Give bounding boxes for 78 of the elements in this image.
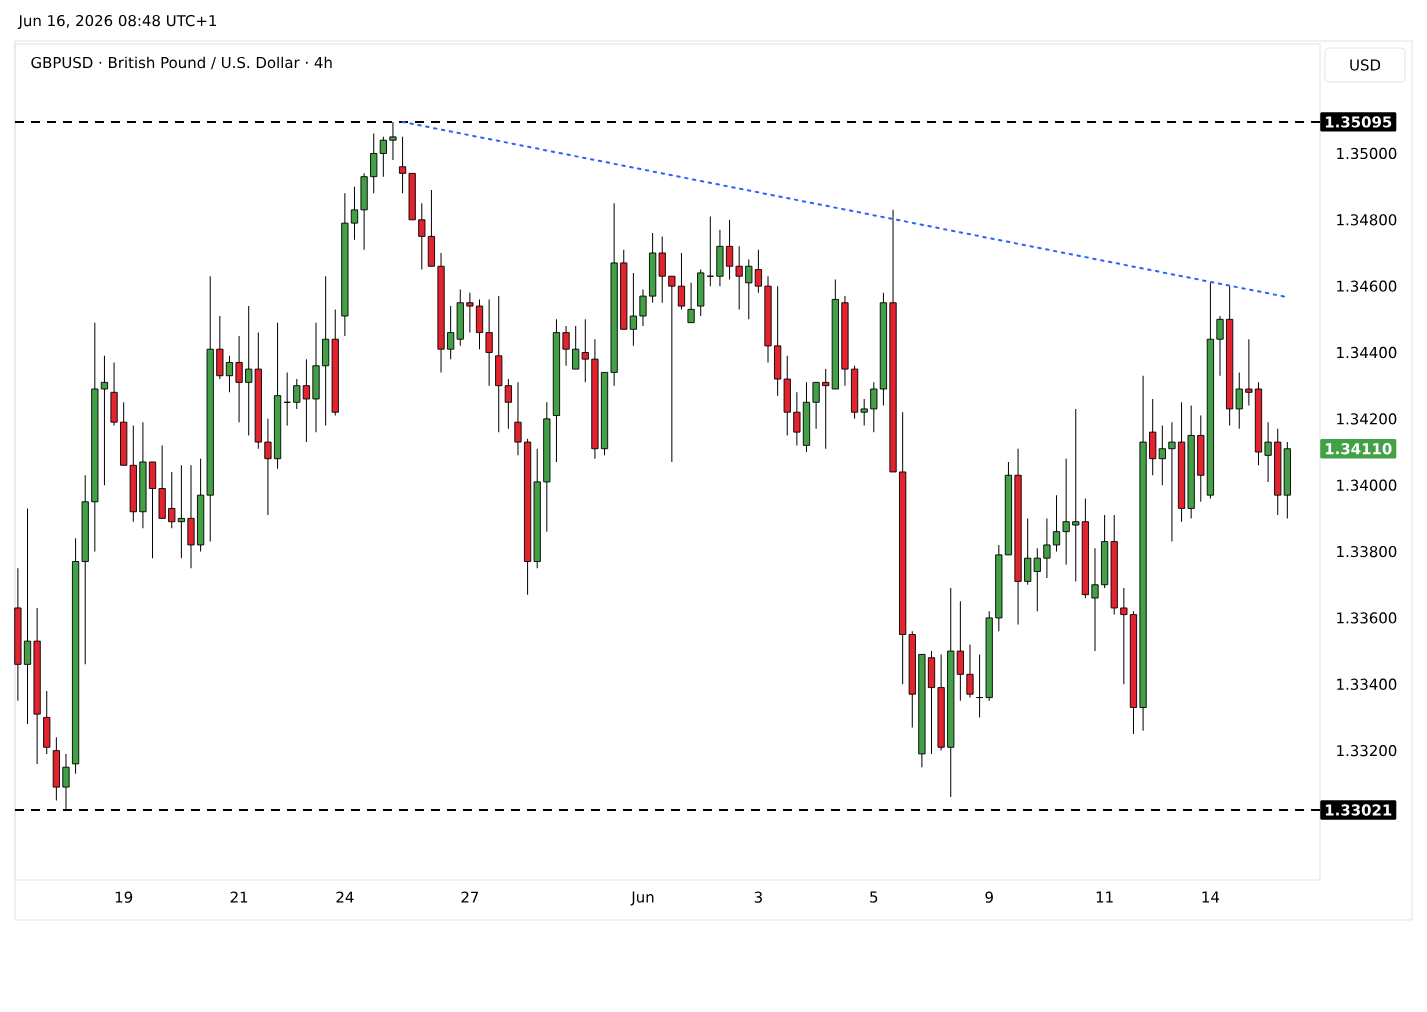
candlestick (754, 249, 763, 294)
candlestick (725, 219, 734, 281)
candlestick (677, 252, 686, 310)
candlestick (687, 282, 695, 324)
ref-line-label: 1.35095 (1325, 116, 1392, 128)
y-tick-label: 1.34400 (1337, 346, 1397, 359)
y-tick-label: 1.33800 (1337, 545, 1397, 558)
candlestick (418, 202, 426, 271)
candlestick (629, 272, 637, 347)
y-tick-label: 1.33200 (1337, 744, 1397, 757)
candlestick (1120, 587, 1128, 685)
candlestick (264, 418, 272, 516)
candlestick (370, 133, 378, 194)
candlestick (379, 136, 387, 178)
candlestick (581, 318, 589, 383)
candlestick (735, 245, 743, 310)
candlestick (658, 235, 666, 304)
text: Jun 16, 2026 08:48 UTC+1 (17, 14, 216, 30)
candlestick (812, 381, 820, 430)
candlestick (225, 355, 234, 393)
candlestick (350, 186, 359, 241)
candlestick (466, 292, 474, 334)
candlestick (1245, 338, 1253, 407)
x-tick-label: 11 (1096, 891, 1113, 903)
candlestick (485, 298, 493, 387)
y-tick-label: 1.34200 (1337, 413, 1397, 425)
candlestick (177, 464, 185, 559)
candlestick (1091, 547, 1099, 652)
candlestick (745, 259, 753, 320)
candlestick (870, 381, 878, 433)
candlestick (1062, 458, 1070, 566)
candlestick (860, 398, 868, 426)
candlestick (822, 368, 830, 450)
candlestick (168, 471, 176, 529)
x-tick-label: 21 (230, 891, 248, 903)
candlestick (100, 355, 109, 486)
x-tick-label: Jun (630, 891, 654, 906)
x-tick-label: 27 (461, 891, 479, 903)
candlestick (235, 335, 243, 423)
x-tick-label: 5 (870, 891, 878, 903)
candlestick (398, 136, 407, 194)
candlestick (1235, 371, 1243, 430)
candlestick (966, 643, 974, 699)
candlestick (1052, 494, 1061, 553)
candlestick (23, 507, 32, 725)
candlestick (293, 378, 301, 410)
candlestick (1216, 315, 1224, 377)
y-tick-label: 1.33600 (1337, 612, 1397, 624)
candlestick (1024, 517, 1032, 586)
y-tick-label: 1.34800 (1337, 214, 1397, 226)
candlestick (1168, 421, 1176, 543)
text: USD (1350, 59, 1381, 71)
ref-line-label: 1.33021 (1325, 804, 1392, 816)
candlestick (562, 325, 570, 367)
candlestick (793, 391, 801, 446)
y-tick-label: 1.34600 (1337, 280, 1397, 292)
x-tick-label: 9 (985, 891, 993, 903)
candlestick (1033, 547, 1041, 612)
x-tick-label: 14 (1202, 891, 1220, 903)
y-tick-label: 1.34000 (1337, 479, 1397, 491)
candlestick (1072, 408, 1080, 582)
candlestick (572, 325, 580, 370)
y-tick-label: 1.35000 (1337, 147, 1397, 160)
x-tick-label: 24 (336, 891, 354, 903)
candlestick (514, 381, 522, 456)
candlestick (639, 288, 647, 327)
candlestick (1043, 517, 1051, 579)
candlestick (668, 275, 676, 463)
candlestick (956, 600, 964, 702)
candlestick (447, 305, 455, 360)
x-tick-label: 3 (754, 891, 762, 903)
y-tick-label: 1.33400 (1337, 678, 1397, 690)
candlestick (302, 358, 311, 443)
candlestick (1264, 421, 1272, 483)
candlestick (504, 378, 512, 430)
x-tick-label: 19 (115, 891, 133, 903)
text: GBPUSD · British Pound / U.S. Dollar · 4h (31, 56, 332, 70)
text: 1.34110 (1325, 443, 1392, 455)
